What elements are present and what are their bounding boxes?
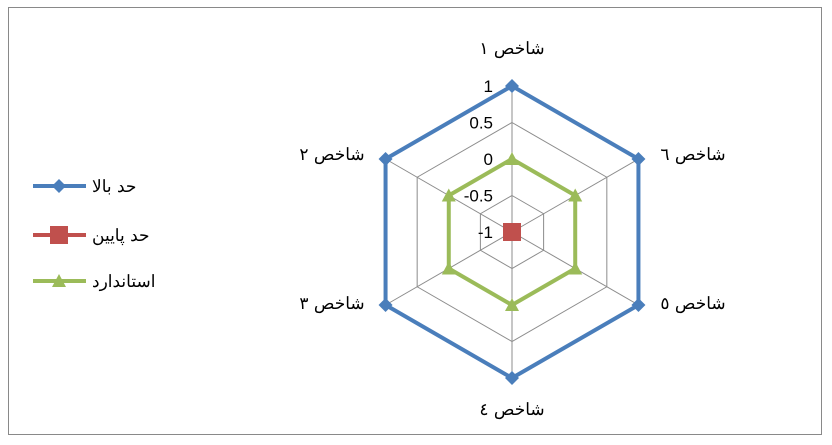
- legend-item: حد بالا: [33, 177, 136, 197]
- legend: حد بالا حد پایین استاندارد: [33, 177, 155, 292]
- tick-label: -0.5: [464, 187, 493, 206]
- data-point: [505, 298, 519, 311]
- series-layer: [378, 79, 646, 385]
- category-label: شاخص ٤: [479, 400, 544, 420]
- data-point: [631, 298, 646, 312]
- tick-label: 1: [484, 77, 493, 96]
- category-label: شاخص ٦: [660, 145, 725, 165]
- data-point: [378, 152, 393, 166]
- tick-label: 0: [484, 150, 493, 169]
- data-point: [441, 188, 456, 202]
- tick-label: -1: [478, 223, 493, 242]
- chart-area: 1 0.5 0 -0.5 -1 شاخص ۱ شاخص ٦ شاخص ٥ شاخص ٤ شاخص…: [8, 7, 822, 435]
- data-point: [568, 261, 583, 275]
- legend-label: حد پایین: [92, 226, 150, 246]
- series-1: [378, 79, 646, 385]
- data-point: [568, 188, 583, 202]
- category-label: شاخص ٥: [660, 294, 725, 314]
- data-point: [505, 152, 519, 165]
- legend-marker: [52, 179, 66, 193]
- legend-marker: [50, 226, 68, 244]
- data-point: [505, 79, 519, 93]
- category-label: شاخص ٣: [299, 294, 364, 314]
- series-3: [441, 152, 583, 311]
- legend-label: استاندارد: [92, 272, 155, 292]
- data-point: [505, 371, 519, 385]
- category-label: شاخص ۲: [299, 145, 364, 165]
- legend-item: استاندارد: [33, 272, 155, 292]
- legend-label: حد بالا: [92, 177, 136, 197]
- legend-marker: [52, 274, 66, 287]
- category-label: شاخص ۱: [479, 39, 544, 59]
- tick-label: 0.5: [469, 114, 493, 133]
- data-point: [631, 152, 646, 166]
- series-2: [503, 223, 521, 241]
- data-point: [503, 223, 521, 241]
- axis-labels: شاخص ۱ شاخص ٦ شاخص ٥ شاخص ٤ شاخص ٣ شاخص ۲: [299, 39, 725, 420]
- tick-layer: 1 0.5 0 -0.5 -1: [464, 77, 493, 242]
- data-point: [378, 298, 393, 312]
- data-point: [441, 261, 456, 275]
- legend-item: حد پایین: [33, 226, 150, 246]
